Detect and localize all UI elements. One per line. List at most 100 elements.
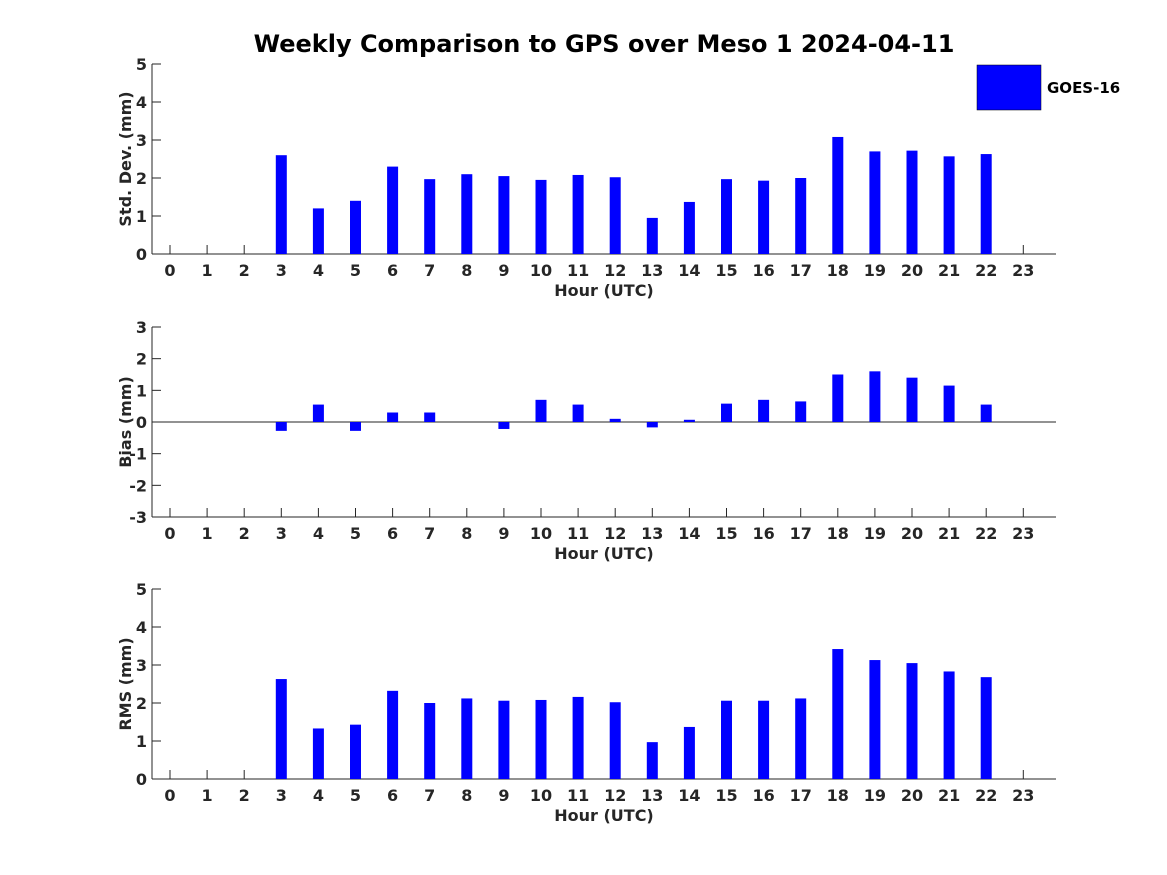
bias-x-tick-label: 1 xyxy=(202,524,213,543)
rms-x-tick-label: 4 xyxy=(313,786,324,805)
rms-x-tick-label: 14 xyxy=(678,786,700,805)
rms-bar-hour-17 xyxy=(795,698,807,779)
std-dev-bar-hour-21 xyxy=(943,156,955,254)
bias-x-tick-label: 14 xyxy=(678,524,700,543)
bias-x-tick-label: 8 xyxy=(461,524,472,543)
std-dev-x-tick-label: 17 xyxy=(790,261,812,280)
rms-x-tick-label: 0 xyxy=(164,786,175,805)
rms-y-tick-label: 4 xyxy=(136,618,147,637)
std-dev-x-tick-label: 5 xyxy=(350,261,361,280)
bias-bar-hour-10 xyxy=(535,399,547,422)
rms-bar-hour-11 xyxy=(572,696,584,779)
bias-bar-hour-7 xyxy=(424,412,436,422)
bias-xlabel: Hour (UTC) xyxy=(554,544,654,563)
rms-x-tick-label: 6 xyxy=(387,786,398,805)
bias-x-tick-label: 5 xyxy=(350,524,361,543)
std-dev-x-tick-label: 13 xyxy=(641,261,663,280)
rms-bar-hour-5 xyxy=(350,724,361,779)
bias-bar-hour-17 xyxy=(795,401,807,422)
rms-bar-hour-14 xyxy=(683,726,695,779)
bias-bar-hour-15 xyxy=(721,403,732,422)
rms-x-tick-label: 7 xyxy=(424,786,435,805)
rms-x-tick-label: 18 xyxy=(827,786,849,805)
rms-x-tick-label: 21 xyxy=(938,786,960,805)
std-dev-bar-hour-10 xyxy=(535,179,547,254)
rms-x-tick-label: 5 xyxy=(350,786,361,805)
bias-y-tick-label: 3 xyxy=(136,318,147,337)
bias-x-tick-label: 7 xyxy=(424,524,435,543)
rms-x-tick-label: 8 xyxy=(461,786,472,805)
std-dev-bar-hour-7 xyxy=(424,179,436,254)
bias-x-tick-label: 22 xyxy=(975,524,997,543)
std-dev-bar-hour-15 xyxy=(721,179,732,254)
std-dev-x-tick-label: 4 xyxy=(313,261,324,280)
bias-bar-hour-3 xyxy=(275,422,287,431)
bias-x-tick-label: 15 xyxy=(715,524,737,543)
bias-x-tick-label: 10 xyxy=(530,524,552,543)
rms-bar-hour-13 xyxy=(646,742,658,779)
bias-bar-hour-9 xyxy=(498,422,510,429)
rms-bar-hour-9 xyxy=(498,700,510,779)
bias-bar-hour-21 xyxy=(943,385,955,422)
std-dev-bar-hour-6 xyxy=(387,166,399,254)
bias-bar-hour-16 xyxy=(758,399,770,422)
std-dev-x-tick-label: 11 xyxy=(567,261,589,280)
bias-x-tick-label: 20 xyxy=(901,524,923,543)
bias-bar-hour-11 xyxy=(572,404,584,422)
rms-x-tick-label: 1 xyxy=(202,786,213,805)
rms-x-tick-label: 13 xyxy=(641,786,663,805)
bias-x-tick-label: 23 xyxy=(1012,524,1034,543)
bias-x-tick-label: 2 xyxy=(239,524,250,543)
std-dev-y-tick-label: 4 xyxy=(136,93,147,112)
rms-x-tick-label: 12 xyxy=(604,786,626,805)
rms-bar-hour-8 xyxy=(461,698,473,779)
std-dev-ylabel: Std. Dev. (mm) xyxy=(116,91,135,226)
bias-x-tick-label: 0 xyxy=(164,524,175,543)
rms-y-tick-label: 3 xyxy=(136,656,147,675)
bias-x-tick-label: 9 xyxy=(498,524,509,543)
std-dev-bar-hour-14 xyxy=(683,201,695,254)
bias-bar-hour-18 xyxy=(832,374,844,422)
rms-y-tick-label: 2 xyxy=(136,694,147,713)
rms-x-tick-label: 20 xyxy=(901,786,923,805)
std-dev-x-tick-label: 3 xyxy=(276,261,287,280)
bias-bar-hour-12 xyxy=(609,418,621,422)
std-dev-bar-hour-8 xyxy=(461,174,473,254)
std-dev-bar-hour-18 xyxy=(832,136,844,254)
bias-x-tick-label: 12 xyxy=(604,524,626,543)
rms-x-tick-label: 10 xyxy=(530,786,552,805)
rms-bar-hour-4 xyxy=(312,728,324,779)
legend-label: GOES-16 xyxy=(1047,79,1120,97)
rms-xlabel: Hour (UTC) xyxy=(554,806,654,825)
legend: GOES-16 xyxy=(976,64,1120,111)
bias-x-tick-label: 18 xyxy=(827,524,849,543)
std-dev-x-tick-label: 9 xyxy=(498,261,509,280)
rms-bar-hour-6 xyxy=(387,690,399,779)
std-dev-y-tick-label: 2 xyxy=(136,169,147,188)
std-dev-x-tick-label: 20 xyxy=(901,261,923,280)
std-dev-bar-hour-17 xyxy=(795,178,807,254)
std-dev-x-tick-label: 8 xyxy=(461,261,472,280)
std-dev-x-tick-label: 19 xyxy=(864,261,886,280)
rms-x-tick-label: 16 xyxy=(752,786,774,805)
bias-x-tick-label: 16 xyxy=(752,524,774,543)
std-dev-x-tick-label: 22 xyxy=(975,261,997,280)
bias-x-tick-label: 3 xyxy=(276,524,287,543)
bias-x-tick-label: 6 xyxy=(387,524,398,543)
std-dev-x-tick-label: 16 xyxy=(752,261,774,280)
rms-x-tick-label: 11 xyxy=(567,786,589,805)
figure-title: Weekly Comparison to GPS over Meso 1 202… xyxy=(254,30,955,58)
std-dev-x-tick-label: 18 xyxy=(827,261,849,280)
rms-bar-hour-15 xyxy=(721,700,732,779)
rms-bar-hour-20 xyxy=(906,663,918,779)
bias-x-tick-label: 19 xyxy=(864,524,886,543)
std-dev-y-tick-label: 1 xyxy=(136,207,147,226)
std-dev-x-tick-label: 2 xyxy=(239,261,250,280)
bias-bar-hour-14 xyxy=(683,419,695,422)
std-dev-bar-hour-4 xyxy=(312,208,324,254)
std-dev-bar-hour-9 xyxy=(498,176,510,254)
rms-x-tick-label: 17 xyxy=(790,786,812,805)
